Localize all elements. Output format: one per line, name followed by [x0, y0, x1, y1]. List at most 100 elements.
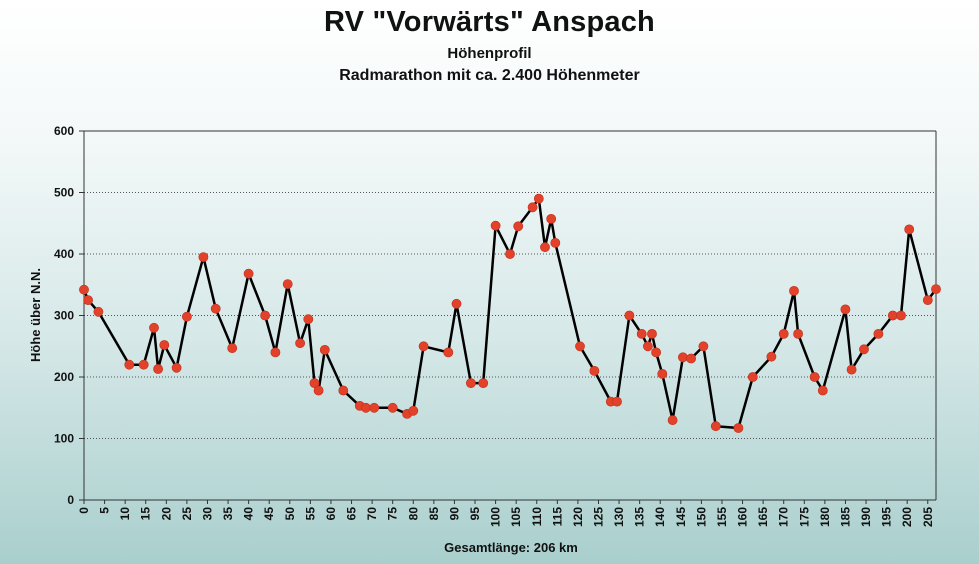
x-tick-label: 170 [777, 507, 791, 527]
data-point [505, 249, 515, 259]
y-tick-label: 200 [54, 370, 74, 384]
data-point [138, 359, 149, 370]
data-point [624, 310, 635, 321]
x-tick-label: 30 [200, 507, 214, 521]
x-tick-label: 45 [262, 507, 276, 521]
x-tick-label: 0 [77, 507, 91, 514]
y-tick-label: 0 [67, 493, 74, 507]
x-tick-label: 40 [242, 507, 256, 521]
data-point [747, 372, 758, 382]
y-axis-ticks: 0 100 200 300 400 500 600 [54, 124, 84, 507]
data-point [846, 364, 857, 375]
chart-subtitle: Höhenprofil [447, 45, 532, 62]
data-point [171, 362, 182, 373]
x-tick-label: 165 [756, 507, 770, 527]
data-point [546, 213, 557, 224]
y-axis-label: Höhe über N.N. [28, 268, 43, 362]
data-point [153, 364, 163, 374]
data-point [159, 340, 170, 350]
x-tick-label: 100 [489, 507, 503, 527]
y-tick-label: 600 [54, 124, 74, 138]
x-tick-label: 185 [838, 507, 852, 527]
data-point [809, 372, 820, 382]
x-tick-label: 85 [427, 507, 441, 521]
y-tick-label: 100 [54, 432, 74, 446]
data-point [793, 328, 803, 339]
data-point [904, 224, 915, 235]
data-point [678, 352, 688, 363]
elevation-line-path [82, 197, 938, 430]
data-point [817, 385, 828, 396]
x-tick-label: 75 [386, 507, 400, 521]
data-point [527, 202, 538, 213]
x-axis-label: Gesamtlänge: 206 km [444, 540, 578, 555]
x-tick-label: 120 [571, 507, 585, 527]
data-point [789, 285, 799, 296]
data-point [657, 368, 668, 379]
data-point [550, 237, 561, 248]
x-tick-label: 160 [736, 507, 750, 527]
data-point [643, 341, 653, 352]
x-tick-label: 25 [180, 507, 194, 521]
data-point [451, 298, 462, 309]
data-point [873, 328, 884, 339]
x-tick-label: 145 [674, 507, 688, 527]
x-tick-label: 195 [880, 507, 894, 527]
x-tick-label: 155 [715, 507, 729, 527]
x-tick-label: 65 [345, 507, 359, 521]
data-point [387, 402, 398, 413]
data-point [338, 385, 349, 396]
data-point [589, 365, 600, 376]
data-point [710, 421, 721, 432]
x-tick-label: 135 [633, 507, 647, 527]
data-point [686, 353, 696, 364]
data-point [778, 328, 789, 339]
data-point [931, 284, 941, 294]
x-axis-ticks: 0 5 10 15 20 25 30 35 40 45 50 55 60 65 70 75 80 85 90 95 10… [77, 500, 935, 527]
data-point [124, 359, 135, 370]
data-point [181, 311, 192, 322]
data-point [513, 221, 524, 232]
data-point [270, 347, 281, 358]
data-point [636, 328, 647, 339]
x-tick-label: 190 [859, 507, 873, 527]
data-point [840, 304, 851, 315]
data-point [303, 314, 314, 325]
data-point [93, 306, 104, 317]
data-point [533, 193, 544, 204]
data-point [651, 347, 661, 358]
data-point [295, 338, 305, 349]
data-point [922, 295, 933, 305]
data-point [313, 385, 324, 396]
data-point [418, 341, 429, 352]
elevation-line [82, 197, 938, 430]
x-tick-label: 20 [159, 507, 173, 521]
data-point [243, 268, 254, 279]
x-tick-label: 70 [365, 507, 379, 521]
x-tick-label: 105 [509, 507, 523, 527]
x-tick-label: 110 [530, 507, 544, 527]
x-tick-label: 200 [900, 507, 914, 527]
x-tick-label: 50 [283, 507, 297, 521]
data-point [198, 252, 209, 262]
x-tick-label: 130 [612, 507, 626, 527]
data-point [227, 343, 238, 353]
data-point [612, 396, 622, 407]
data-point [698, 341, 709, 352]
data-point [83, 295, 93, 305]
data-point [667, 415, 678, 425]
x-tick-label: 35 [221, 507, 235, 521]
x-tick-label: 95 [468, 507, 482, 521]
grid-lines [84, 130, 936, 439]
data-point [79, 284, 89, 295]
chart-subtitle-2: Radmarathon mit ca. 2.400 Höhenmeter [339, 67, 640, 84]
data-point [478, 378, 489, 388]
y-tick-label: 500 [54, 186, 74, 200]
x-tick-label: 90 [447, 507, 461, 521]
data-point [149, 322, 159, 333]
elevation-points [79, 193, 941, 433]
data-point [465, 378, 476, 388]
x-tick-label: 150 [694, 507, 708, 527]
x-tick-label: 205 [921, 507, 935, 527]
